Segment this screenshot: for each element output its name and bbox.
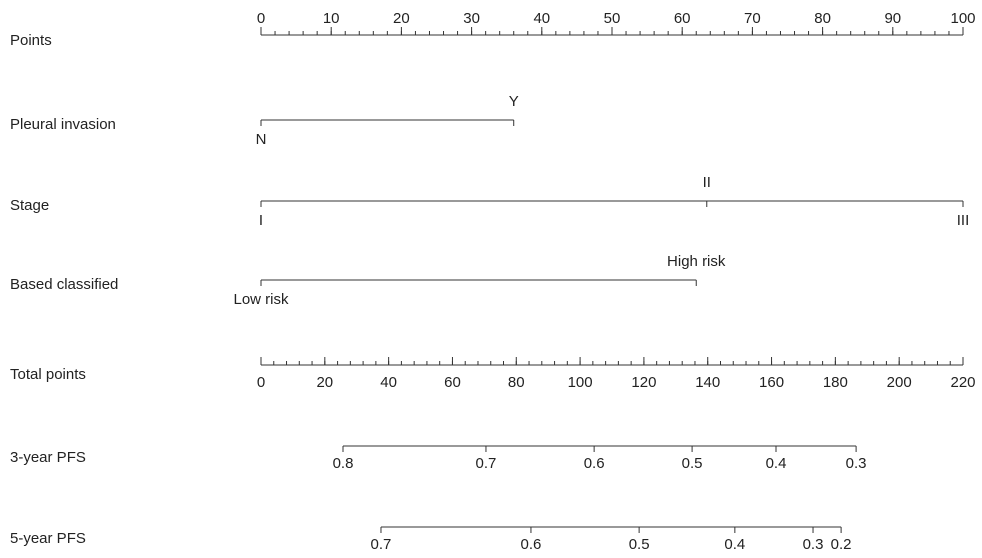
prob-label: 0.4 xyxy=(766,455,787,472)
tick-label: 30 xyxy=(463,10,480,27)
tick-label: 200 xyxy=(887,374,912,391)
prob-label: 0.3 xyxy=(803,536,824,553)
level-label: Y xyxy=(509,93,519,110)
prob-label: 0.8 xyxy=(333,455,354,472)
prob-label: 0.5 xyxy=(629,536,650,553)
row-label: Stage xyxy=(10,197,49,214)
row-label: Points xyxy=(10,32,52,49)
tick-label: 70 xyxy=(744,10,761,27)
row-label: 5-year PFS xyxy=(10,530,86,547)
tick-label: 50 xyxy=(604,10,621,27)
prob-label: 0.7 xyxy=(476,455,497,472)
level-label: II xyxy=(703,174,711,191)
tick-label: 60 xyxy=(674,10,691,27)
tick-label: 90 xyxy=(884,10,901,27)
prob-label: 0.4 xyxy=(724,536,745,553)
tick-label: 0 xyxy=(257,374,265,391)
prob-label: 0.7 xyxy=(371,536,392,553)
tick-label: 100 xyxy=(568,374,593,391)
level-label: Low risk xyxy=(233,291,289,308)
row-label: Based classified xyxy=(10,276,118,293)
level-label: N xyxy=(256,131,267,148)
tick-label: 220 xyxy=(950,374,975,391)
row-label: Pleural invasion xyxy=(10,116,116,133)
prob-label: 0.2 xyxy=(831,536,852,553)
row-label: Total points xyxy=(10,366,86,383)
row-label: 3-year PFS xyxy=(10,449,86,466)
tick-label: 80 xyxy=(814,10,831,27)
prob-label: 0.6 xyxy=(521,536,542,553)
prob-label: 0.6 xyxy=(584,455,605,472)
tick-label: 10 xyxy=(323,10,340,27)
tick-label: 20 xyxy=(316,374,333,391)
tick-label: 20 xyxy=(393,10,410,27)
tick-label: 60 xyxy=(444,374,461,391)
tick-label: 80 xyxy=(508,374,525,391)
tick-label: 160 xyxy=(759,374,784,391)
tick-label: 40 xyxy=(533,10,550,27)
tick-label: 0 xyxy=(257,10,265,27)
tick-label: 180 xyxy=(823,374,848,391)
prob-label: 0.3 xyxy=(846,455,867,472)
prob-label: 0.5 xyxy=(682,455,703,472)
level-label: III xyxy=(957,212,970,229)
tick-label: 140 xyxy=(695,374,720,391)
level-label: I xyxy=(259,212,263,229)
tick-label: 40 xyxy=(380,374,397,391)
tick-label: 100 xyxy=(950,10,975,27)
level-label: High risk xyxy=(667,253,726,270)
tick-label: 120 xyxy=(631,374,656,391)
